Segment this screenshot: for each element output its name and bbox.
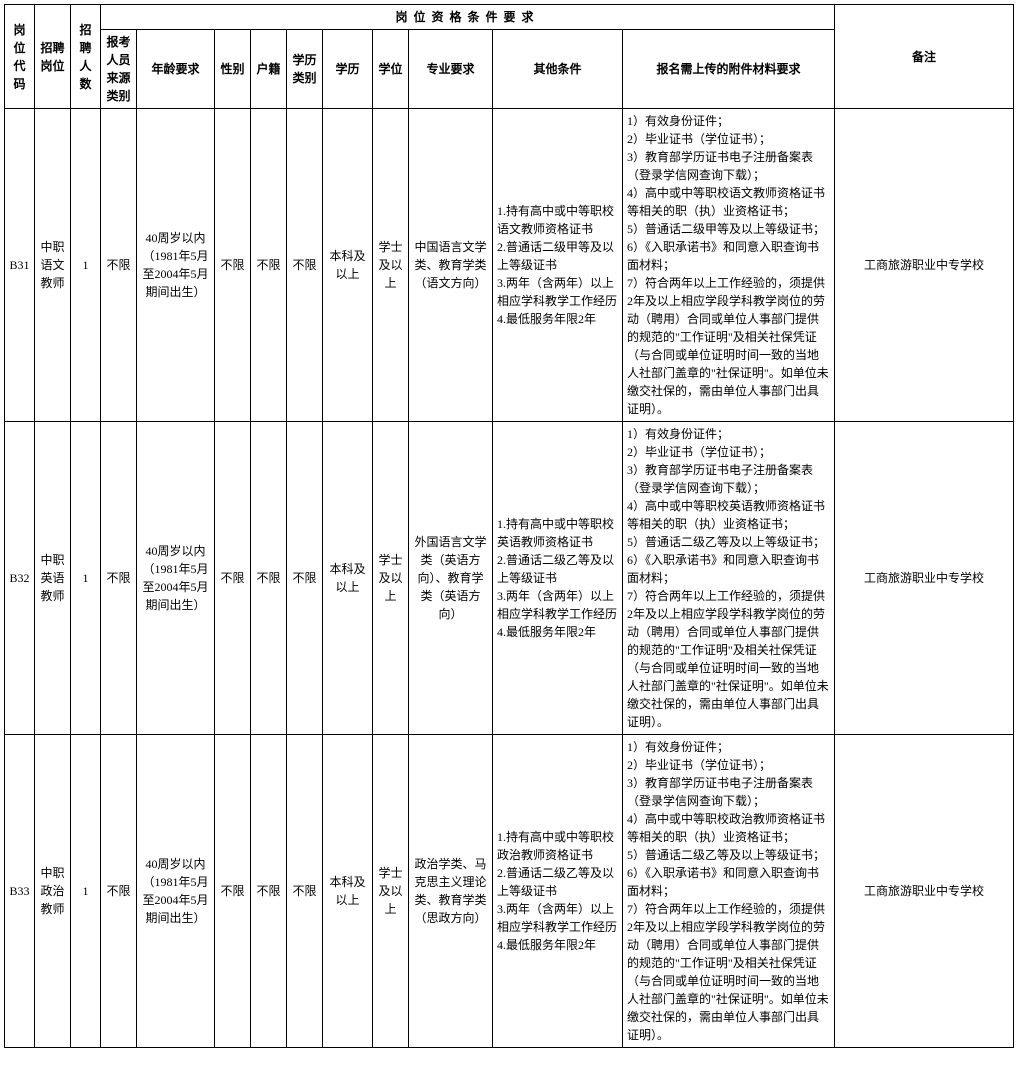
cell-attach: 1）有效身份证件；2）毕业证书（学位证书）；3）教育部学历证书电子注册备案表（登…: [623, 109, 835, 422]
cell-source: 不限: [101, 735, 137, 1048]
col-group-qualification: 岗位资格条件要求: [101, 5, 835, 30]
cell-degree: 学士及以上: [373, 109, 409, 422]
col-degree: 学位: [373, 30, 409, 109]
cell-degree: 学士及以上: [373, 735, 409, 1048]
cell-remark: 工商旅游职业中专学校: [835, 422, 1014, 735]
cell-source: 不限: [101, 422, 137, 735]
col-edu-type: 学历类别: [287, 30, 323, 109]
cell-source: 不限: [101, 109, 137, 422]
cell-edu_type: 不限: [287, 422, 323, 735]
cell-major: 外国语言文学类（英语方向）、教育学类（英语方向）: [409, 422, 493, 735]
table-header: 岗位代码 招聘岗位 招聘人数 岗位资格条件要求 备注 报考人员来源类别 年龄要求…: [5, 5, 1014, 109]
col-remark: 备注: [835, 5, 1014, 109]
cell-remark: 工商旅游职业中专学校: [835, 735, 1014, 1048]
cell-other: 1.持有高中或中等职校英语教师资格证书2.普通话二级乙等及以上等级证书3.两年（…: [493, 422, 623, 735]
table-row: B31中职语文教师1不限40周岁以内（1981年5月至2004年5月期间出生）不…: [5, 109, 1014, 422]
cell-degree: 学士及以上: [373, 422, 409, 735]
col-edu: 学历: [323, 30, 373, 109]
cell-age: 40周岁以内（1981年5月至2004年5月期间出生）: [137, 422, 215, 735]
cell-edu: 本科及以上: [323, 422, 373, 735]
cell-code: B32: [5, 422, 35, 735]
cell-other: 1.持有高中或中等职校政治教师资格证书2.普通话二级乙等及以上等级证书3.两年（…: [493, 735, 623, 1048]
cell-remark: 工商旅游职业中专学校: [835, 109, 1014, 422]
cell-age: 40周岁以内（1981年5月至2004年5月期间出生）: [137, 735, 215, 1048]
cell-age: 40周岁以内（1981年5月至2004年5月期间出生）: [137, 109, 215, 422]
col-age: 年龄要求: [137, 30, 215, 109]
col-attach: 报名需上传的附件材料要求: [623, 30, 835, 109]
col-hukou: 户籍: [251, 30, 287, 109]
cell-edu_type: 不限: [287, 109, 323, 422]
col-count: 招聘人数: [71, 5, 101, 109]
cell-hukou: 不限: [251, 422, 287, 735]
col-gender: 性别: [215, 30, 251, 109]
table-row: B33中职政治教师1不限40周岁以内（1981年5月至2004年5月期间出生）不…: [5, 735, 1014, 1048]
cell-position: 中职政治教师: [35, 735, 71, 1048]
cell-code: B31: [5, 109, 35, 422]
cell-other: 1.持有高中或中等职校语文教师资格证书2.普通话二级甲等及以上等级证书3.两年（…: [493, 109, 623, 422]
table-row: B32中职英语教师1不限40周岁以内（1981年5月至2004年5月期间出生）不…: [5, 422, 1014, 735]
col-major: 专业要求: [409, 30, 493, 109]
table-body: B31中职语文教师1不限40周岁以内（1981年5月至2004年5月期间出生）不…: [5, 109, 1014, 1048]
cell-edu_type: 不限: [287, 735, 323, 1048]
col-position: 招聘岗位: [35, 5, 71, 109]
col-source: 报考人员来源类别: [101, 30, 137, 109]
cell-gender: 不限: [215, 109, 251, 422]
cell-hukou: 不限: [251, 735, 287, 1048]
cell-count: 1: [71, 109, 101, 422]
cell-major: 中国语言文学类、教育学类（语文方向）: [409, 109, 493, 422]
cell-gender: 不限: [215, 422, 251, 735]
cell-major: 政治学类、马克思主义理论类、教育学类（思政方向）: [409, 735, 493, 1048]
cell-count: 1: [71, 735, 101, 1048]
cell-position: 中职语文教师: [35, 109, 71, 422]
col-other: 其他条件: [493, 30, 623, 109]
cell-edu: 本科及以上: [323, 735, 373, 1048]
cell-edu: 本科及以上: [323, 109, 373, 422]
col-code: 岗位代码: [5, 5, 35, 109]
recruitment-table: 岗位代码 招聘岗位 招聘人数 岗位资格条件要求 备注 报考人员来源类别 年龄要求…: [4, 4, 1014, 1048]
cell-hukou: 不限: [251, 109, 287, 422]
cell-gender: 不限: [215, 735, 251, 1048]
cell-position: 中职英语教师: [35, 422, 71, 735]
cell-attach: 1）有效身份证件；2）毕业证书（学位证书）；3）教育部学历证书电子注册备案表（登…: [623, 422, 835, 735]
cell-count: 1: [71, 422, 101, 735]
cell-attach: 1）有效身份证件；2）毕业证书（学位证书）；3）教育部学历证书电子注册备案表（登…: [623, 735, 835, 1048]
cell-code: B33: [5, 735, 35, 1048]
